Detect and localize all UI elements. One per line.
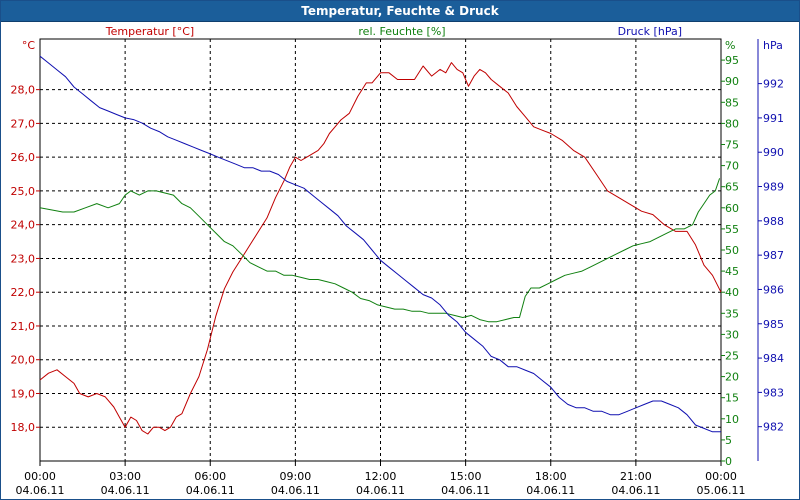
x-tick-label-time: 06:00 xyxy=(194,470,226,483)
pressure-tick-label: 987 xyxy=(763,249,784,262)
series-lines xyxy=(39,55,722,435)
humidity-tick-label: 55 xyxy=(725,223,739,236)
axes xyxy=(36,39,762,466)
x-tick-label-date: 04.06.11 xyxy=(441,484,490,497)
temperature-axis-title: Temperatur [°C] xyxy=(105,25,194,38)
temperature-tick-label: 22,0 xyxy=(11,286,36,299)
temperature-tick-label: 20,0 xyxy=(11,354,36,367)
x-tick-label-date: 04.06.11 xyxy=(271,484,320,497)
temperature-tick-label: 18,0 xyxy=(11,421,36,434)
pressure-tick-label: 991 xyxy=(763,112,784,125)
humidity-tick-label: 85 xyxy=(725,96,739,109)
humidity-tick-label: 10 xyxy=(725,413,739,426)
temperature-tick-label: 28,0 xyxy=(11,84,36,97)
x-tick-label-date: 04.06.11 xyxy=(186,484,235,497)
chart-title: Temperatur, Feuchte & Druck xyxy=(1,1,799,22)
pressure-axis-title: Druck [hPa] xyxy=(618,25,682,38)
humidity-tick-label: 50 xyxy=(725,244,739,257)
x-tick-label-date: 04.06.11 xyxy=(16,484,65,497)
humidity-tick-label: 30 xyxy=(725,328,739,341)
x-tick-label-time: 18:00 xyxy=(535,470,567,483)
pressure-series-line xyxy=(39,55,721,433)
humidity-tick-label: 45 xyxy=(725,265,739,278)
temperature-tick-label: 23,0 xyxy=(11,252,36,265)
humidity-tick-label: 15 xyxy=(725,392,739,405)
gridlines xyxy=(40,39,721,461)
pressure-tick-label: 990 xyxy=(763,146,784,159)
x-tick-label-date: 04.06.11 xyxy=(526,484,575,497)
humidity-tick-label: 20 xyxy=(725,371,739,384)
x-tick-label-date: 05.06.11 xyxy=(697,484,746,497)
x-tick-label-time: 21:00 xyxy=(620,470,652,483)
humidity-tick-label: 80 xyxy=(725,117,739,130)
x-tick-label-time: 00:00 xyxy=(705,470,737,483)
humidity-tick-label: 40 xyxy=(725,286,739,299)
humidity-tick-label: 25 xyxy=(725,350,739,363)
pressure-tick-label: 988 xyxy=(763,215,784,228)
humidity-tick-label: 75 xyxy=(725,139,739,152)
humidity-unit-label: % xyxy=(725,39,735,52)
pressure-tick-label: 985 xyxy=(763,318,784,331)
temperature-tick-label: 25,0 xyxy=(11,185,36,198)
temperature-tick-label: 27,0 xyxy=(11,117,36,130)
pressure-tick-label: 982 xyxy=(763,421,784,434)
humidity-tick-label: 5 xyxy=(725,434,732,447)
humidity-series-line xyxy=(39,178,721,323)
x-tick-label-date: 04.06.11 xyxy=(356,484,405,497)
humidity-tick-label: 70 xyxy=(725,160,739,173)
humidity-tick-label: 35 xyxy=(725,307,739,320)
pressure-unit-label: hPa xyxy=(763,39,783,52)
x-tick-label-time: 12:00 xyxy=(365,470,397,483)
x-tick-label-time: 15:00 xyxy=(450,470,482,483)
x-tick-label-time: 00:00 xyxy=(24,470,56,483)
humidity-axis-title: rel. Feuchte [%] xyxy=(358,25,445,38)
x-tick-label-time: 09:00 xyxy=(280,470,312,483)
humidity-tick-label: 65 xyxy=(725,181,739,194)
temperature-tick-label: 24,0 xyxy=(11,219,36,232)
humidity-tick-label: 90 xyxy=(725,75,739,88)
pressure-tick-label: 992 xyxy=(763,78,784,91)
temperature-tick-label: 21,0 xyxy=(11,320,36,333)
humidity-tick-label: 95 xyxy=(725,54,739,67)
humidity-tick-label: 0 xyxy=(725,455,732,468)
temperature-tick-label: 19,0 xyxy=(11,387,36,400)
x-tick-label-date: 04.06.11 xyxy=(101,484,150,497)
pressure-tick-label: 983 xyxy=(763,386,784,399)
axis-labels: 00:0004.06.1103:0004.06.1106:0004.06.110… xyxy=(11,25,785,497)
temperature-tick-label: 26,0 xyxy=(11,151,36,164)
humidity-tick-label: 60 xyxy=(725,202,739,215)
pressure-tick-label: 984 xyxy=(763,352,784,365)
pressure-tick-label: 986 xyxy=(763,283,784,296)
x-tick-label-date: 04.06.11 xyxy=(611,484,660,497)
pressure-tick-label: 989 xyxy=(763,181,784,194)
temperature-unit-label: °C xyxy=(22,39,36,52)
x-tick-label-time: 03:00 xyxy=(109,470,141,483)
temperature-series-line xyxy=(39,62,722,435)
